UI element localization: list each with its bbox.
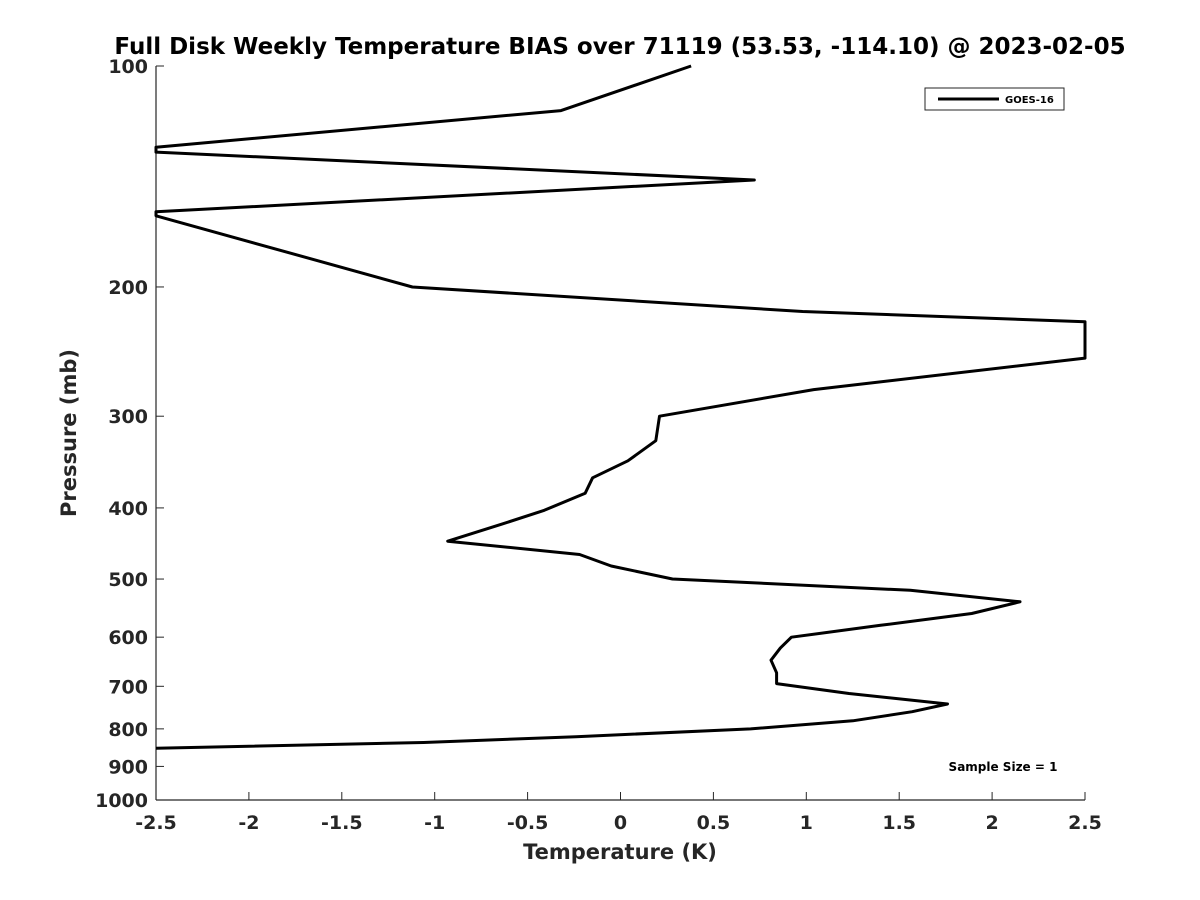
x-tick-label: 2.5 xyxy=(1068,812,1102,834)
y-tick-label: 600 xyxy=(108,627,148,649)
y-tick-label: 500 xyxy=(108,569,148,591)
series-line-goes-16 xyxy=(154,64,1087,750)
y-tick-label: 900 xyxy=(108,756,148,778)
y-tick-label: 200 xyxy=(108,277,148,299)
x-tick-label: -0.5 xyxy=(507,812,549,834)
y-tick-label: 300 xyxy=(108,406,148,428)
x-tick-label: -2.5 xyxy=(135,812,177,834)
chart-title: Full Disk Weekly Temperature BIAS over 7… xyxy=(114,34,1125,60)
x-tick-label: -2 xyxy=(238,812,259,834)
x-ticks: -2.5 -2 -1.5 -1 -0.5 0 0.5 1 1.5 2 2.5 xyxy=(135,792,1102,834)
x-tick-label: 2 xyxy=(985,812,998,834)
y-tick-label: 400 xyxy=(108,498,148,520)
x-tick-label: 1 xyxy=(800,812,813,834)
x-tick-label: 0 xyxy=(614,812,627,834)
y-ticks: 100 200 300 400 500 600 700 800 900 1000 xyxy=(95,56,164,812)
y-tick-label: 100 xyxy=(108,56,148,78)
y-tick-label: 700 xyxy=(108,676,148,698)
y-tick-label: 1000 xyxy=(95,790,148,812)
x-tick-label: -1 xyxy=(424,812,445,834)
series-layer xyxy=(154,64,1087,750)
x-tick-label: 0.5 xyxy=(697,812,731,834)
x-axis-label: Temperature (K) xyxy=(523,840,717,864)
plot-area: -2.5 -2 -1.5 -1 -0.5 0 0.5 1 1.5 2 2.5 100 200 300 40… xyxy=(95,56,1102,834)
y-tick-label: 800 xyxy=(108,719,148,741)
x-tick-label: -1.5 xyxy=(321,812,363,834)
x-tick-label: 1.5 xyxy=(882,812,916,834)
y-axis-label: Pressure (mb) xyxy=(57,349,81,517)
legend: GOES-16 xyxy=(924,87,1065,111)
legend-label-goes-16: GOES-16 xyxy=(1005,95,1054,106)
sample-size-annotation: Sample Size = 1 xyxy=(949,760,1058,774)
